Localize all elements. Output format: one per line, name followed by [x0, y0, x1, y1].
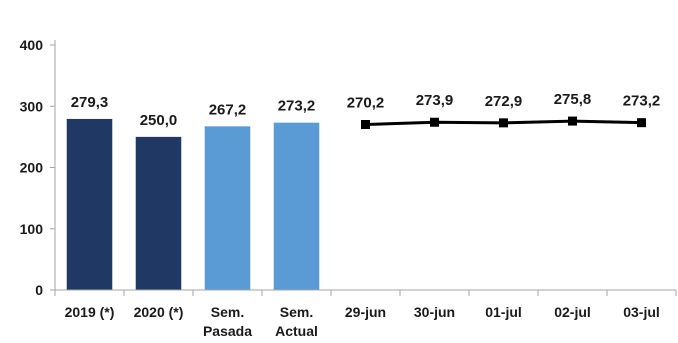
x-tick-label: 2019 (*) — [65, 304, 115, 320]
bar-data-label: 273,2 — [278, 98, 316, 115]
line-data-label: 272,9 — [485, 93, 523, 110]
line-data-label: 275,8 — [554, 91, 592, 108]
line-point — [637, 118, 646, 128]
bars — [66, 118, 320, 291]
bar — [66, 118, 113, 291]
x-tick-label: 02-jul — [554, 304, 591, 320]
line-series — [361, 116, 646, 130]
line-point — [499, 118, 508, 128]
x-tick-label: 29-jun — [345, 304, 386, 320]
y-tick-label: 0 — [35, 282, 43, 298]
x-tick-label: Sem. — [280, 304, 313, 320]
x-axis: 2019 (*) 2020 (*) Sem. Pasada Sem. Actual 29-j… — [54, 289, 677, 339]
line-data-label: 270,2 — [347, 95, 385, 112]
bar-data-label: 267,2 — [209, 101, 247, 118]
line-point — [430, 117, 439, 127]
x-tick-label: Pasada — [203, 323, 252, 339]
x-tick-label: 03-jul — [623, 304, 660, 320]
bar — [204, 126, 251, 290]
y-tick-label: 100 — [20, 221, 44, 237]
bar-data-label: 250,0 — [140, 112, 178, 129]
line-data-label: 273,2 — [623, 93, 661, 110]
line-point — [568, 116, 577, 126]
x-tick-label: 01-jul — [485, 304, 522, 320]
y-tick-label: 200 — [20, 160, 44, 176]
bar — [135, 136, 182, 290]
x-tick-label: 2020 (*) — [134, 304, 184, 320]
x-tick-label: 30-jun — [414, 304, 455, 320]
x-tick-label: Actual — [275, 323, 318, 339]
bar-data-label: 279,3 — [71, 94, 109, 111]
y-axis: 0 100 200 300 400 — [20, 37, 56, 298]
line-point — [361, 120, 370, 130]
y-tick-label: 300 — [20, 98, 44, 114]
bar — [273, 122, 320, 290]
data-labels: 279,3 250,0 267,2 273,2 270,2 273,9 272,9 275,8… — [71, 91, 661, 129]
y-tick-label: 400 — [20, 37, 44, 53]
x-tick-label: Sem. — [211, 304, 244, 320]
line-data-label: 273,9 — [416, 92, 454, 109]
